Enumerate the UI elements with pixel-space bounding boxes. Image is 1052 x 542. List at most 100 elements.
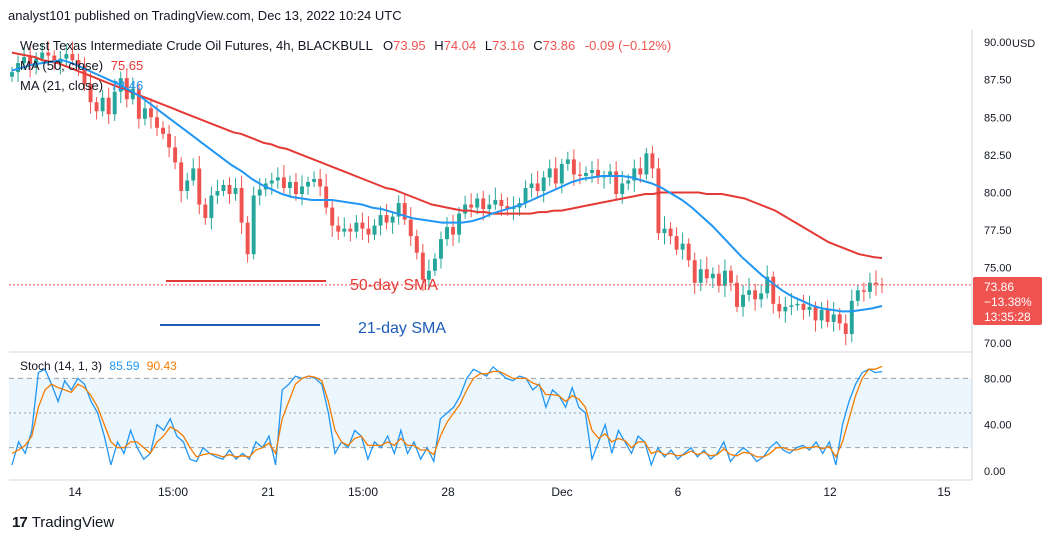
candle-body[interactable]	[735, 282, 739, 307]
candle-body[interactable]	[94, 102, 99, 112]
candle-body[interactable]	[155, 117, 159, 128]
candle-body[interactable]	[76, 60, 81, 67]
candle-body[interactable]	[209, 195, 214, 219]
ma21-legend[interactable]: MA (21, close) 72.46	[20, 78, 143, 93]
candle-body[interactable]	[632, 168, 637, 181]
candle-body[interactable]	[203, 204, 208, 219]
candle-body[interactable]	[82, 66, 87, 85]
candle-body[interactable]	[221, 184, 226, 191]
candle-body[interactable]	[837, 314, 842, 324]
candle-body[interactable]	[728, 270, 733, 283]
candle-body[interactable]	[547, 168, 552, 178]
candle-body[interactable]	[185, 180, 190, 191]
candle-body[interactable]	[704, 269, 709, 279]
candle-body[interactable]	[608, 171, 613, 176]
candle-body[interactable]	[583, 172, 588, 176]
candle-body[interactable]	[771, 276, 776, 304]
candle-body[interactable]	[577, 174, 582, 176]
candle-body[interactable]	[571, 159, 576, 175]
candle-body[interactable]	[843, 323, 848, 334]
candle-body[interactable]	[378, 215, 383, 226]
candle-body[interactable]	[16, 63, 21, 73]
stoch-legend[interactable]: Stoch (14, 1, 3) 85.59 90.43	[20, 359, 177, 373]
candle-body[interactable]	[650, 153, 655, 169]
candle-body[interactable]	[765, 276, 770, 294]
candle-body[interactable]	[245, 222, 250, 255]
candle-body[interactable]	[275, 177, 280, 181]
candle-body[interactable]	[541, 177, 546, 191]
candle-body[interactable]	[801, 303, 806, 310]
candle-body[interactable]	[420, 252, 425, 280]
candle-body[interactable]	[142, 108, 147, 119]
candle-body[interactable]	[710, 273, 715, 279]
candle-body[interactable]	[523, 187, 528, 204]
candle-body[interactable]	[644, 153, 649, 175]
candle-body[interactable]	[807, 306, 812, 310]
candle-body[interactable]	[819, 309, 824, 321]
candle-body[interactable]	[656, 168, 661, 234]
candle-body[interactable]	[855, 290, 860, 301]
candle-body[interactable]	[590, 169, 594, 173]
candle-body[interactable]	[360, 222, 365, 229]
candle-body[interactable]	[813, 306, 818, 321]
candle-body[interactable]	[722, 270, 727, 286]
candle-body[interactable]	[445, 227, 449, 240]
candle-body[interactable]	[789, 305, 794, 307]
candle-body[interactable]	[741, 294, 746, 307]
candle-body[interactable]	[136, 88, 141, 119]
candle-body[interactable]	[777, 303, 782, 312]
candle-body[interactable]	[100, 97, 105, 112]
symbol-legend[interactable]: West Texas Intermediate Crude Oil Future…	[20, 38, 671, 373]
candle-body[interactable]	[354, 222, 359, 232]
candle-body[interactable]	[167, 133, 172, 148]
candle-body[interactable]	[28, 57, 33, 67]
candle-body[interactable]	[873, 282, 878, 285]
candle-body[interactable]	[191, 168, 196, 181]
candle-body[interactable]	[34, 58, 39, 67]
chart-svg[interactable]: USD 70.0072.5075.0077.5080.0082.5085.008…	[9, 30, 1049, 505]
candle-body[interactable]	[293, 181, 298, 195]
candle-body[interactable]	[692, 260, 697, 283]
candle-body[interactable]	[662, 228, 667, 234]
chart-container[interactable]: USD 70.0072.5075.0077.5080.0082.5085.008…	[9, 30, 1052, 505]
candle-body[interactable]	[179, 162, 184, 191]
candle-body[interactable]	[559, 163, 564, 184]
price-pane[interactable]	[10, 41, 884, 346]
candle-body[interactable]	[197, 168, 202, 205]
candle-body[interactable]	[215, 191, 220, 196]
candle-body[interactable]	[161, 127, 166, 134]
candle-body[interactable]	[716, 273, 721, 286]
candle-body[interactable]	[318, 178, 323, 187]
stoch-pane[interactable]	[11, 365, 883, 468]
footer-brand[interactable]: 17 TradingView	[12, 514, 114, 531]
candle-body[interactable]	[753, 290, 758, 300]
candle-body[interactable]	[680, 243, 685, 250]
candle-body[interactable]	[481, 198, 486, 210]
candle-body[interactable]	[384, 215, 389, 223]
candle-body[interactable]	[402, 203, 407, 220]
candle-body[interactable]	[46, 52, 51, 56]
candle-body[interactable]	[825, 309, 830, 322]
candle-body[interactable]	[52, 55, 57, 64]
candle-body[interactable]	[336, 225, 341, 232]
candle-body[interactable]	[463, 204, 468, 214]
candle-body[interactable]	[312, 178, 317, 182]
candle-body[interactable]	[348, 228, 353, 232]
candle-body[interactable]	[88, 84, 93, 103]
candle-body[interactable]	[233, 187, 238, 195]
candle-body[interactable]	[596, 169, 601, 178]
candle-body[interactable]	[529, 183, 534, 188]
candle-body[interactable]	[487, 204, 492, 210]
candle-body[interactable]	[281, 177, 286, 188]
candle-body[interactable]	[239, 187, 244, 223]
candle-body[interactable]	[626, 180, 631, 184]
candle-body[interactable]	[553, 168, 558, 184]
candle-body[interactable]	[668, 228, 673, 237]
candle-body[interactable]	[257, 189, 262, 196]
candle-body[interactable]	[173, 147, 178, 163]
candle-body[interactable]	[130, 88, 135, 100]
candle-body[interactable]	[432, 258, 437, 271]
candle-body[interactable]	[40, 52, 45, 59]
candle-body[interactable]	[426, 270, 431, 280]
candle-body[interactable]	[408, 219, 413, 237]
